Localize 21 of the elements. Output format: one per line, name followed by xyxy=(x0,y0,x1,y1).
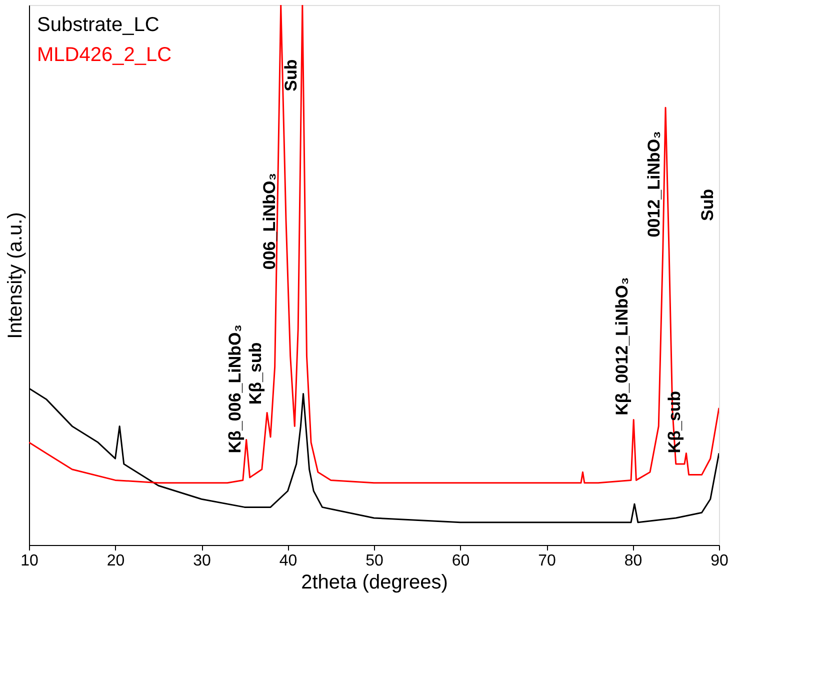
x-tick-label: 70 xyxy=(538,552,556,570)
annotation: Kβ_006_LiNbO₃ xyxy=(225,324,244,454)
text: MLD426_2_LC xyxy=(37,44,172,66)
annotation: 0012_LiNbO₃ xyxy=(644,131,664,238)
x-tick-label: 90 xyxy=(710,552,728,570)
y-axis-title: Intensity (a.u.) xyxy=(4,212,26,339)
annotation: Kβ_sub xyxy=(246,342,266,405)
text: Substrate_LC xyxy=(37,14,160,36)
x-axis-title: 2theta (degrees) xyxy=(301,572,448,594)
x-tick-label: 30 xyxy=(193,552,211,570)
x-tick-label: 40 xyxy=(279,552,298,570)
annotation: Sub xyxy=(281,59,300,92)
x-tick-label: 80 xyxy=(624,552,642,570)
x-tick-label: 60 xyxy=(452,552,470,570)
x-tick-label: 10 xyxy=(20,552,38,570)
annotation: 006_LiNbO₃ xyxy=(260,172,279,270)
x-tick-label: 50 xyxy=(366,552,384,570)
annotation: Kβ_sub xyxy=(665,390,684,454)
x-tick-label: 20 xyxy=(106,552,125,570)
annotation: Kβ_0012_LiNbO₃ xyxy=(612,277,632,416)
annotation: Sub xyxy=(698,188,717,221)
